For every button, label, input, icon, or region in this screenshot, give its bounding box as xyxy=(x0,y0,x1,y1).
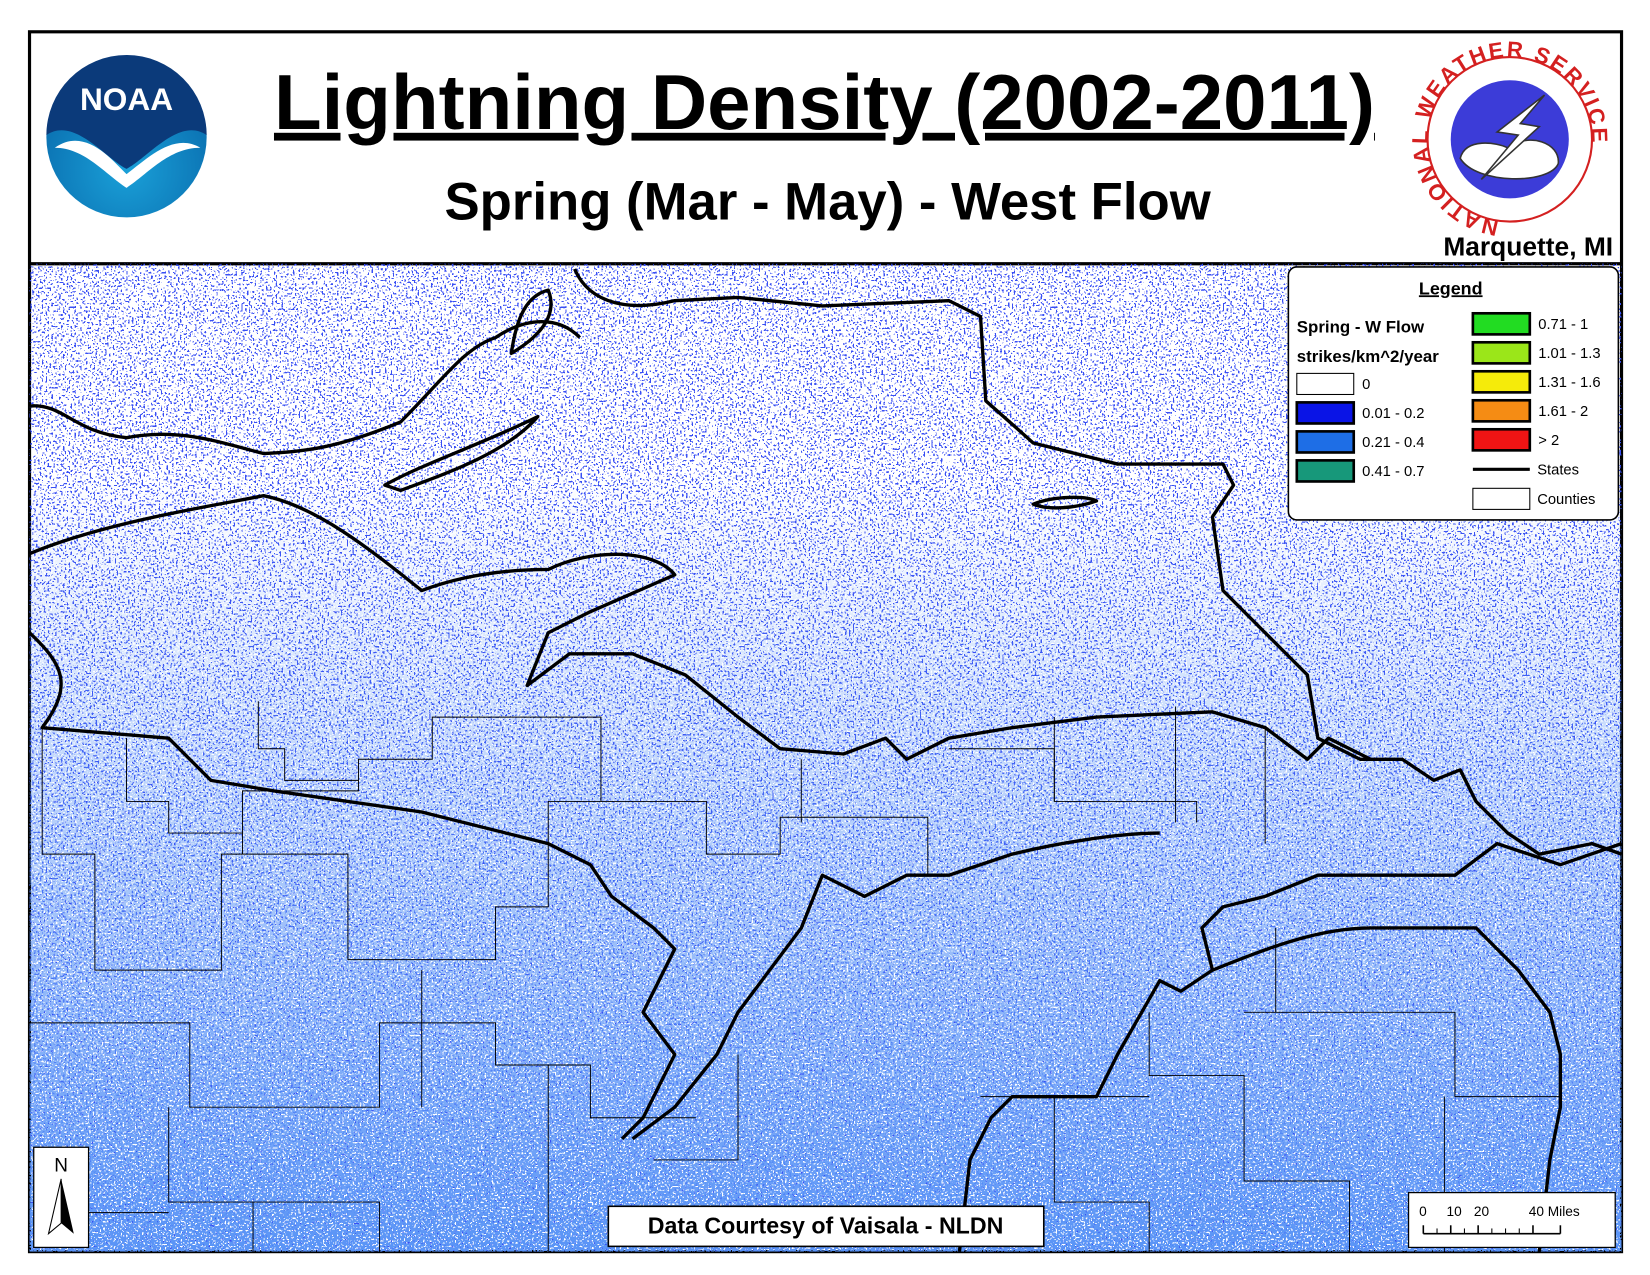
legend-counties-swatch xyxy=(1472,487,1531,510)
legend-swatch xyxy=(1296,372,1355,396)
legend-class-label: 1.61 - 2 xyxy=(1538,404,1588,420)
noaa-text: NOAA xyxy=(80,81,173,117)
legend-swatch xyxy=(1471,369,1532,394)
north-arrow: N xyxy=(33,1146,90,1249)
legend-class-label: 0.01 - 0.2 xyxy=(1362,406,1424,422)
title: Lightning Density (2002-2011) xyxy=(274,58,1375,146)
scale-label: 20 xyxy=(1474,1204,1490,1219)
location: Marquette, MI xyxy=(1443,231,1613,261)
legend-swatch xyxy=(1471,398,1532,423)
noaa-logo: NOAA xyxy=(46,54,207,218)
legend-swatch xyxy=(1471,311,1532,336)
scale-label: 10 xyxy=(1447,1204,1463,1219)
legend-class-label: 0.41 - 0.7 xyxy=(1362,464,1424,480)
legend: Legend Spring - W Flow strikes/km^2/year… xyxy=(1287,266,1620,521)
subtitle: Spring (Mar - May) - West Flow xyxy=(445,172,1212,231)
legend-class-label: 0.21 - 0.4 xyxy=(1362,435,1424,451)
legend-swatch xyxy=(1295,430,1356,454)
legend-box xyxy=(1287,266,1620,521)
lightning-speckle-dense xyxy=(29,474,1622,1252)
scale-bar: 0 10 20 40 Miles xyxy=(1407,1191,1616,1249)
credit: Data Courtesy of Vaisala - NLDN xyxy=(648,1213,1004,1239)
legend-class-label: 1.31 - 1.6 xyxy=(1538,375,1600,391)
legend-swatch xyxy=(1295,401,1356,425)
credit-box xyxy=(607,1205,1045,1248)
legend-swatch xyxy=(1471,427,1532,452)
scale-label: 0 xyxy=(1419,1204,1427,1219)
coastlines xyxy=(29,268,1622,1252)
legend-class-label: 0 xyxy=(1362,377,1370,393)
legend-layer: Spring - W Flow xyxy=(1297,317,1425,336)
legend-counties: Counties xyxy=(1537,492,1595,508)
scale-label: 40 Miles xyxy=(1529,1204,1580,1219)
legend-states: States xyxy=(1537,463,1579,479)
legend-title: Legend xyxy=(1419,278,1483,298)
legend-class-label: 1.01 - 1.3 xyxy=(1538,346,1600,362)
north-label: N xyxy=(54,1156,68,1177)
legend-units: strikes/km^2/year xyxy=(1297,347,1439,366)
legend-class-label: 0.71 - 1 xyxy=(1538,317,1588,333)
legend-swatch xyxy=(1295,459,1356,483)
legend-class-label: > 2 xyxy=(1538,433,1559,449)
legend-swatch xyxy=(1471,340,1532,365)
